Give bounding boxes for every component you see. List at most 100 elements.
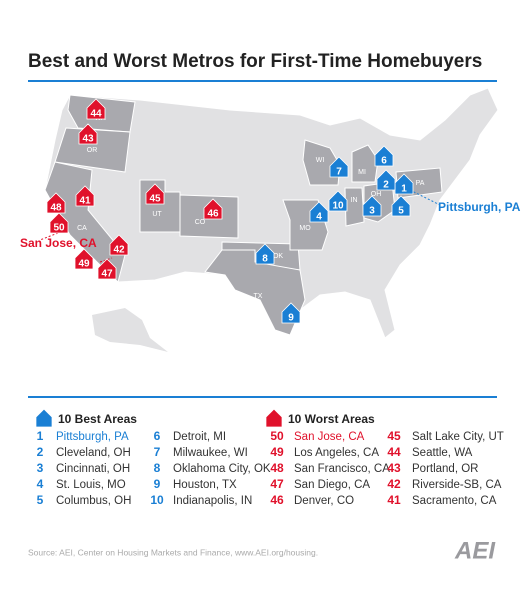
map-marker-rank: 1 <box>401 184 407 195</box>
map-marker-rank: 6 <box>381 156 387 167</box>
map-marker-rank: 3 <box>369 206 375 217</box>
map-marker-rank: 48 <box>50 203 62 214</box>
map-marker-rank: 41 <box>79 196 91 207</box>
map-marker <box>394 173 414 195</box>
state-label: CA <box>77 225 87 232</box>
map-marker <box>391 195 411 217</box>
state-mi <box>351 144 379 183</box>
logo: AEI <box>454 537 496 564</box>
legend-name: Denver, CO <box>294 495 354 507</box>
legend-rank: 46 <box>270 493 284 507</box>
map-marker <box>281 302 301 324</box>
legend-name: Milwaukee, WI <box>173 447 248 459</box>
legend-name: Cincinnati, OH <box>56 463 130 475</box>
legend-rank: 44 <box>387 445 401 459</box>
legend-name: Houston, TX <box>173 479 237 491</box>
legend-name: Salt Lake City, UT <box>412 431 504 443</box>
legend-name: Cleveland, OH <box>56 447 131 459</box>
legend-rank: 48 <box>270 461 284 475</box>
legend-name: Riverside-SB, CA <box>412 479 502 491</box>
map-marker <box>203 198 223 220</box>
legend-name: Detroit, MI <box>173 431 226 443</box>
map-marker-rank: 7 <box>336 167 342 178</box>
legend-name: Portland, OR <box>412 463 478 475</box>
legend-rank: 7 <box>154 445 161 459</box>
map-marker-rank: 47 <box>101 269 113 280</box>
legend-best-icon <box>36 409 52 427</box>
legend-rank: 4 <box>37 477 44 491</box>
callout-best: Pittsburgh, PA <box>438 200 521 214</box>
legend-rank: 50 <box>270 429 284 443</box>
map-marker-rank: 49 <box>78 259 90 270</box>
legend-rank: 5 <box>37 493 44 507</box>
legend-rank: 47 <box>270 477 284 491</box>
state-tx <box>204 249 306 336</box>
source: Source: AEI, Center on Housing Markets a… <box>28 547 318 557</box>
state-label: OK <box>273 253 283 260</box>
map-marker <box>46 192 66 214</box>
map-marker <box>75 185 95 207</box>
legend-worst-icon <box>266 409 282 427</box>
map-marker <box>329 156 349 178</box>
legend-rank: 49 <box>270 445 284 459</box>
map-marker <box>86 98 106 120</box>
legend-rank: 3 <box>37 461 44 475</box>
legend-best-heading: 10 Best Areas <box>58 412 137 426</box>
map-marker <box>78 123 98 145</box>
legend-name: San Francisco, CA <box>294 463 390 475</box>
legend-worst-heading: 10 Worst Areas <box>288 412 375 426</box>
legend-name: Los Angeles, CA <box>294 447 379 459</box>
legend-rank: 10 <box>150 493 164 507</box>
legend-rank: 2 <box>37 445 44 459</box>
legend-name: San Diego, CA <box>294 479 370 491</box>
state-label: TX <box>254 293 263 300</box>
legend-name: Sacramento, CA <box>412 495 497 507</box>
map-marker-rank: 2 <box>383 180 389 191</box>
legend-rank: 9 <box>154 477 161 491</box>
callout-worst: San Jose, CA <box>20 236 97 250</box>
map-marker <box>145 183 165 205</box>
state-label: OR <box>87 147 98 154</box>
map-marker-rank: 46 <box>207 209 219 220</box>
map-marker-rank: 8 <box>262 254 268 265</box>
map-marker-rank: 10 <box>332 201 344 212</box>
map-marker-rank: 45 <box>149 194 161 205</box>
legend-name: Columbus, OH <box>56 495 131 507</box>
state-label: CO <box>195 219 206 226</box>
map-marker <box>374 145 394 167</box>
legend-rank: 43 <box>387 461 401 475</box>
state-label: PA <box>416 180 425 187</box>
map-marker <box>97 258 117 280</box>
callout-line <box>39 232 59 241</box>
callout-line <box>409 189 441 206</box>
legend-name: San Jose, CA <box>294 431 365 443</box>
state-label: OH <box>371 191 382 198</box>
map-marker-rank: 4 <box>316 212 322 223</box>
state-label: MI <box>358 169 366 176</box>
state-label: UT <box>152 211 162 218</box>
map-marker <box>309 201 329 223</box>
state-label: WI <box>316 157 325 164</box>
legend-rank: 1 <box>37 429 44 443</box>
legend-rank: 6 <box>154 429 161 443</box>
legend-name: Seattle, WA <box>412 447 473 459</box>
legend-name: Indianapolis, IN <box>173 495 252 507</box>
state-in <box>344 187 365 227</box>
legend-name: Oklahoma City, OK <box>173 463 271 475</box>
map-marker <box>376 169 396 191</box>
map-marker-rank: 9 <box>288 313 294 324</box>
state-or <box>54 127 131 173</box>
legend-rank: 41 <box>387 493 401 507</box>
alaska <box>92 308 168 352</box>
map-marker-rank: 5 <box>398 206 404 217</box>
map-marker <box>255 243 275 265</box>
map-marker <box>328 190 348 212</box>
map-marker-rank: 44 <box>90 109 102 120</box>
map-marker-rank: 43 <box>82 134 94 145</box>
map-marker <box>74 248 94 270</box>
map-marker <box>109 234 129 256</box>
map-marker-rank: 42 <box>113 245 125 256</box>
state-label: MO <box>299 225 311 232</box>
legend-name: St. Louis, MO <box>56 479 126 491</box>
